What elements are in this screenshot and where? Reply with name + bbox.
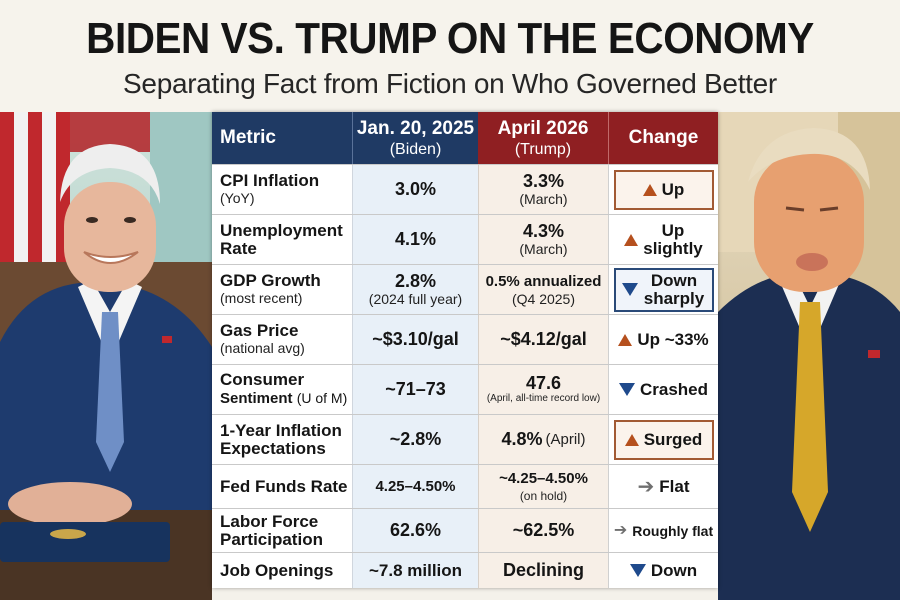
- table-row: Job Openings ~7.8 million Declining Down: [212, 552, 718, 588]
- biden-value: ~$3.10/gal: [372, 329, 459, 349]
- column-header-change: Change: [608, 112, 718, 164]
- trump-value: ~4.25–4.50%: [499, 470, 588, 487]
- change-badge: Up slightly: [624, 220, 703, 258]
- change-label: Surged: [643, 429, 703, 449]
- metric-sublabel: (YoY): [220, 190, 255, 206]
- column-header-metric: Metric: [212, 112, 352, 164]
- trump-value: 4.3%: [522, 221, 565, 241]
- change-label: Up ~33%: [637, 329, 709, 349]
- metric-label: 1-Year Inflation: [220, 420, 342, 440]
- change-badge: Surged: [613, 419, 714, 460]
- metric-label: Gas Price: [220, 321, 299, 340]
- change-badge: ➔ Roughly flat: [614, 522, 713, 540]
- change-badge: Down: [629, 560, 698, 580]
- change-label: Up slightly: [643, 220, 703, 258]
- right-arrow-icon: ➔: [637, 475, 655, 498]
- change-badge: Up: [613, 169, 714, 210]
- change-label: Down sharply: [643, 270, 705, 308]
- change-label: Roughly flat: [632, 522, 714, 539]
- change-badge: Up ~33%: [618, 329, 709, 349]
- page-subtitle: Separating Fact from Fiction on Who Gove…: [123, 68, 777, 99]
- trump-value-note: (on hold): [519, 489, 568, 503]
- metric-sublabel-bold: Sentiment: [220, 390, 293, 407]
- biden-value-note: (2024 full year): [368, 291, 463, 307]
- column-header-biden-date: Jan. 20, 2025: [356, 117, 475, 139]
- trump-value: 4.8%: [501, 429, 543, 449]
- up-arrow-icon: [624, 233, 638, 246]
- trump-portrait-illustration: [718, 112, 900, 600]
- metric-label: Fed Funds Rate: [220, 476, 348, 496]
- table-row: 1-Year Inflation Expectations ~2.8% 4.8%(…: [212, 414, 718, 464]
- column-header-biden: Jan. 20, 2025 (Biden): [352, 112, 478, 164]
- table-row: GDP Growth (most recent) 2.8% (2024 full y…: [212, 264, 718, 314]
- down-arrow-icon: [622, 283, 638, 296]
- column-header-change-label: Change: [628, 127, 699, 148]
- table-row: CPI Inflation (YoY) 3.0% 3.3% (March) Up: [212, 164, 718, 214]
- column-header-trump-name: (Trump): [514, 140, 572, 158]
- up-arrow-icon: [642, 183, 657, 196]
- column-header-trump-date: April 2026: [497, 117, 589, 139]
- trump-value: ~$4.12/gal: [500, 329, 587, 349]
- metric-sublabel: Expectations: [220, 438, 326, 458]
- trump-value-note: (March): [519, 241, 568, 257]
- column-header-biden-name: (Biden): [389, 140, 442, 158]
- biden-portrait-illustration: [0, 112, 212, 600]
- metric-label: Job Openings: [220, 560, 334, 580]
- change-badge: Crashed: [618, 379, 709, 399]
- trump-value: ~62.5%: [512, 520, 575, 540]
- comparison-table: Metric Jan. 20, 2025 (Biden) April 2026 …: [212, 112, 718, 588]
- trump-value: 3.3%: [522, 171, 565, 191]
- biden-value: 4.1%: [394, 229, 437, 249]
- right-arrow-icon: ➔: [613, 521, 628, 539]
- table-row: Unemployment Rate 4.1% 4.3% (March) Up sli…: [212, 214, 718, 264]
- metric-sublabel: (most recent): [220, 290, 303, 306]
- metric-sublabel: Participation: [220, 529, 323, 549]
- table-header: Metric Jan. 20, 2025 (Biden) April 2026 …: [212, 112, 718, 164]
- metric-label: CPI Inflation: [220, 171, 320, 190]
- trump-value: Declining: [502, 560, 584, 580]
- down-arrow-icon: [618, 383, 635, 396]
- up-arrow-icon: [624, 433, 639, 446]
- change-label: Flat: [659, 476, 690, 496]
- metric-sublabel: (national avg): [220, 340, 305, 356]
- change-label: Up: [661, 179, 685, 199]
- trump-value-note: (April, all-time record low): [486, 393, 601, 404]
- change-badge: ➔ Flat: [637, 475, 690, 498]
- trump-value: 0.5% annualized: [485, 273, 602, 290]
- up-arrow-icon: [618, 333, 633, 346]
- table-row: Gas Price (national avg) ~$3.10/gal ~$4.1…: [212, 314, 718, 364]
- table-row: Consumer Sentiment (U of M) ~71–73 47.6 (A…: [212, 364, 718, 414]
- metric-label: Labor Force: [220, 511, 319, 531]
- biden-value: ~71–73: [385, 379, 446, 399]
- column-header-metric-label: Metric: [220, 127, 276, 148]
- trump-value-note: (Q4 2025): [511, 291, 576, 307]
- biden-photo: [0, 112, 212, 600]
- header: BIDEN VS. TRUMP ON THE ECONOMY Separatin…: [0, 0, 900, 112]
- page-title: BIDEN VS. TRUMP ON THE ECONOMY: [86, 14, 814, 63]
- change-badge: Down sharply: [613, 267, 714, 312]
- trump-value-note: (March): [519, 191, 568, 207]
- metric-label: GDP Growth: [220, 271, 321, 290]
- biden-value: ~2.8%: [389, 429, 442, 449]
- change-label: Crashed: [639, 379, 709, 399]
- column-header-trump: April 2026 (Trump): [478, 112, 608, 164]
- trump-value-note: (April): [545, 430, 586, 448]
- metric-sublabel: Rate: [220, 238, 257, 258]
- change-label: Down: [650, 560, 698, 580]
- table-row: Labor Force Participation 62.6% ~62.5% ➔ R…: [212, 508, 718, 552]
- biden-value: 4.25–4.50%: [375, 478, 456, 495]
- table-row: Fed Funds Rate 4.25–4.50% ~4.25–4.50% (on…: [212, 464, 718, 508]
- metric-sublabel: (U of M): [296, 390, 348, 406]
- metric-label: Consumer: [220, 370, 305, 389]
- metric-label: Unemployment: [220, 220, 343, 240]
- biden-value: 62.6%: [389, 520, 442, 540]
- biden-value: 2.8%: [394, 271, 437, 291]
- trump-value: 47.6: [525, 373, 562, 393]
- down-arrow-icon: [629, 564, 646, 577]
- biden-value: ~7.8 million: [368, 561, 463, 580]
- biden-value: 3.0%: [394, 179, 437, 199]
- trump-photo: [718, 112, 900, 600]
